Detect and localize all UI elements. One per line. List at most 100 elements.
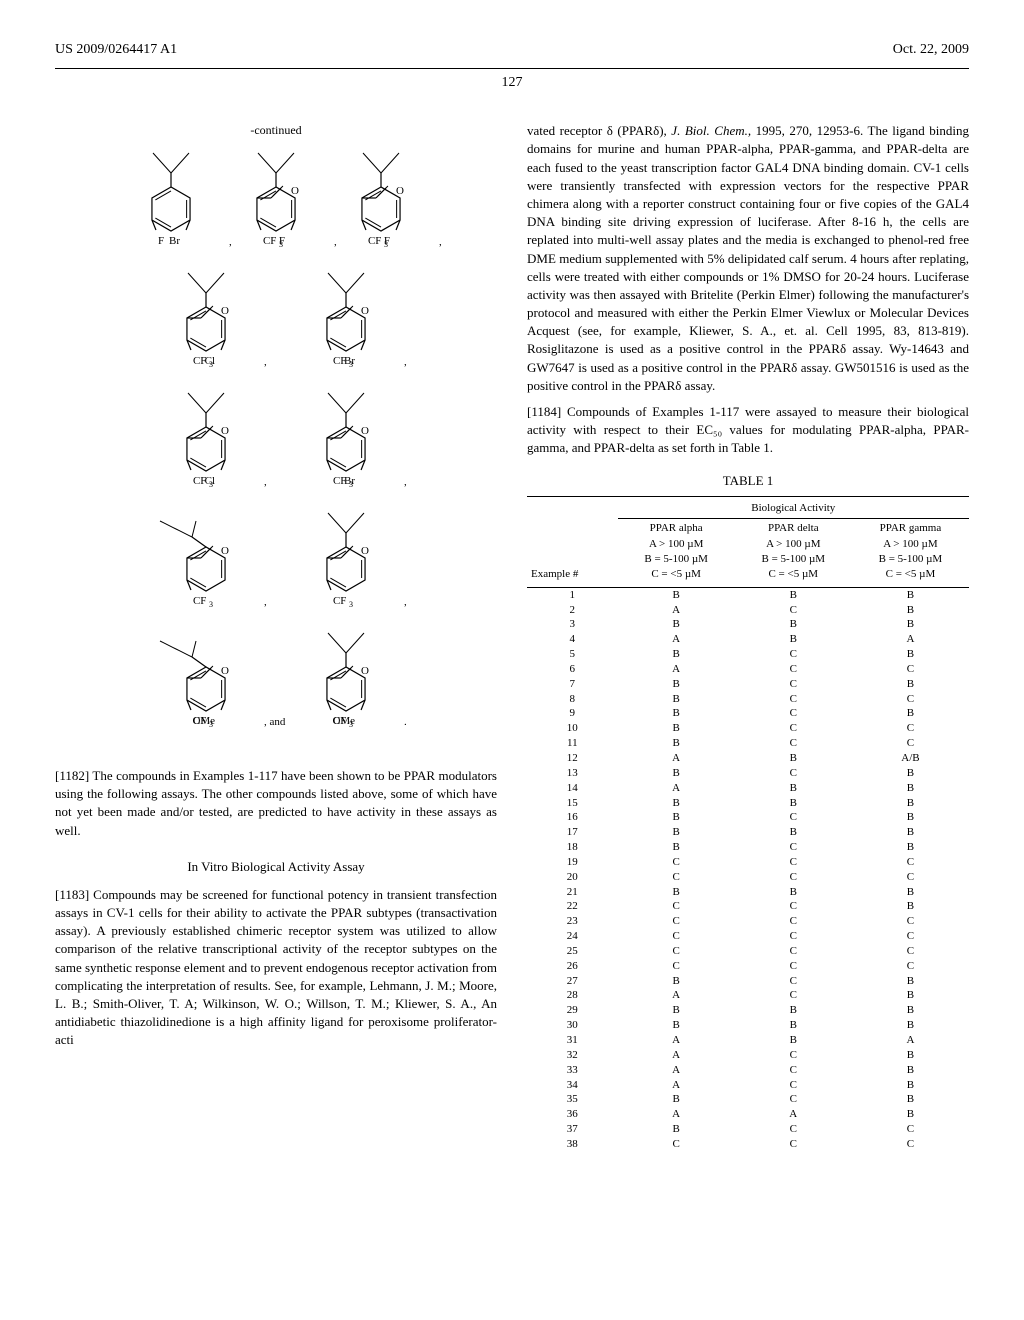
table-cell: A [618, 1063, 735, 1078]
svg-text:, and: , and [264, 716, 286, 728]
table-row: 38CCC [527, 1137, 969, 1152]
table-cell: C [852, 1122, 969, 1137]
svg-text:CF: CF [333, 355, 346, 367]
table-cell: B [852, 706, 969, 721]
table-cell: A [618, 1078, 735, 1093]
table-cell: C [852, 1137, 969, 1152]
svg-text:O: O [221, 425, 229, 437]
table-row: 29BBB [527, 1003, 969, 1018]
table-row: 9BCB [527, 706, 969, 721]
table-cell: B [735, 825, 852, 840]
table-cell: B [735, 1003, 852, 1018]
svg-text:CF: CF [333, 475, 346, 487]
table-cell: 1 [527, 587, 618, 602]
table-row: 19CCC [527, 855, 969, 870]
table-cell: B [852, 587, 969, 602]
svg-text:CF: CF [333, 595, 346, 607]
table-cell: C [735, 603, 852, 618]
right-column: vated receptor δ (PPARδ), J. Biol. Chem.… [527, 122, 969, 1152]
col-header-0: PPAR alphaA > 100 µMB = 5-100 µMC = <5 µ… [618, 519, 735, 588]
table-cell: B [852, 617, 969, 632]
table-row: 25CCC [527, 944, 969, 959]
table-cell: C [735, 914, 852, 929]
table-cell: A [618, 751, 735, 766]
heading-invitro: In Vitro Biological Activity Assay [55, 858, 497, 876]
biological-activity-table: Biological Activity Example #PPAR alphaA… [527, 496, 969, 1152]
table-cell: 12 [527, 751, 618, 766]
table-cell: B [618, 810, 735, 825]
table-cell: A [618, 988, 735, 1003]
table-cell: B [852, 781, 969, 796]
table-cell: C [852, 692, 969, 707]
table-cell: B [618, 677, 735, 692]
svg-text:O: O [396, 185, 404, 197]
table-cell: C [852, 736, 969, 751]
table-cell: B [618, 1122, 735, 1137]
table-cell: 5 [527, 647, 618, 662]
table-row: 17BBB [527, 825, 969, 840]
table-cell: B [618, 587, 735, 602]
table-cell: B [852, 810, 969, 825]
table-cell: B [852, 1018, 969, 1033]
table-cell: 26 [527, 959, 618, 974]
table-row: 15BBB [527, 796, 969, 811]
svg-text:3: 3 [349, 480, 353, 489]
table-cell: 29 [527, 1003, 618, 1018]
table-cell: A [735, 1107, 852, 1122]
table-row: 12ABA/B [527, 751, 969, 766]
svg-text:,: , [264, 596, 267, 608]
table-row: 24CCC [527, 929, 969, 944]
table-cell: B [852, 899, 969, 914]
table-cell: B [735, 796, 852, 811]
svg-text:3: 3 [209, 600, 213, 609]
table-cell: B [735, 632, 852, 647]
table-row: 11BCC [527, 736, 969, 751]
table-cell: B [618, 796, 735, 811]
table-cell: B [618, 617, 735, 632]
table-cell: 20 [527, 870, 618, 885]
table-cell: B [852, 1092, 969, 1107]
table-row: 14ABB [527, 781, 969, 796]
table-row: 26CCC [527, 959, 969, 974]
table-cell: 31 [527, 1033, 618, 1048]
svg-text:,: , [229, 236, 232, 248]
table-cell: C [735, 944, 852, 959]
table-cell: B [852, 766, 969, 781]
table-spanner: Biological Activity [618, 496, 969, 518]
svg-text:O: O [221, 545, 229, 557]
ref-1183: [1183] [55, 887, 89, 902]
table-cell: C [735, 870, 852, 885]
table-cell: 34 [527, 1078, 618, 1093]
table-cell: 38 [527, 1137, 618, 1152]
table-row: 33ACB [527, 1063, 969, 1078]
table-cell: B [618, 974, 735, 989]
table-cell: C [735, 721, 852, 736]
table-cell: C [735, 929, 852, 944]
table-cell: B [852, 796, 969, 811]
svg-text:O: O [221, 665, 229, 677]
table-cell: B [618, 647, 735, 662]
table-cell: B [735, 587, 852, 602]
table-cell: 3 [527, 617, 618, 632]
table-cell: 28 [527, 988, 618, 1003]
table-cell: A [852, 632, 969, 647]
page-number: 127 [55, 73, 969, 93]
table-cell: B [852, 988, 969, 1003]
table-cell: B [618, 766, 735, 781]
svg-text:,: , [404, 596, 407, 608]
table-cell: C [618, 959, 735, 974]
table-row: 21BBB [527, 885, 969, 900]
table-cell: C [735, 736, 852, 751]
table-cell: C [735, 692, 852, 707]
table-cell: C [735, 647, 852, 662]
table-cell: 37 [527, 1122, 618, 1137]
table-cell: C [852, 959, 969, 974]
table-cell: C [852, 914, 969, 929]
table-row: 30BBB [527, 1018, 969, 1033]
table-cell: A [618, 603, 735, 618]
table-cell: B [852, 885, 969, 900]
table-cell: 25 [527, 944, 618, 959]
table-row: 8BCC [527, 692, 969, 707]
svg-text:,: , [404, 356, 407, 368]
table-cell: C [618, 855, 735, 870]
